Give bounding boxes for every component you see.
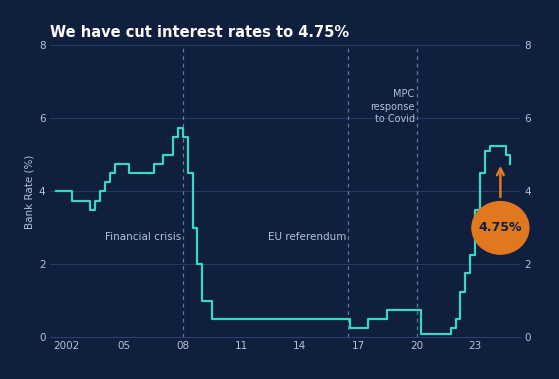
Text: 4.75%: 4.75%: [479, 221, 522, 234]
Text: We have cut interest rates to 4.75%: We have cut interest rates to 4.75%: [50, 25, 349, 40]
Text: EU referendum: EU referendum: [268, 232, 347, 243]
Text: Financial crisis: Financial crisis: [105, 232, 181, 243]
Ellipse shape: [472, 202, 529, 254]
Y-axis label: Bank Rate (%): Bank Rate (%): [25, 154, 35, 229]
Text: MPC
response
to Covid: MPC response to Covid: [370, 89, 415, 124]
